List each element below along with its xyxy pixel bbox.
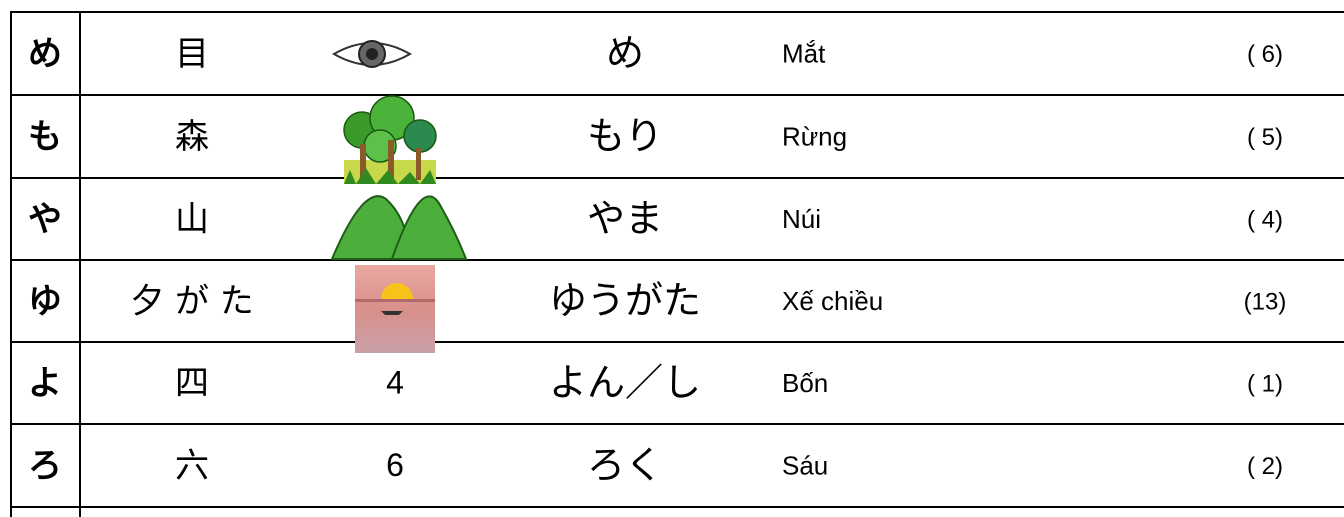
kanji-cell: 夕 が た [130,282,254,322]
reading-cell: め [606,31,644,75]
mountain-icon [330,195,468,260]
kana-cell: や [28,200,62,240]
eye-icon [332,40,412,68]
kana-cell: よ [28,364,62,404]
kanji-cell: 六 [175,446,209,486]
count-cell: ( 5) [1247,124,1283,151]
meaning-cell: Sáu [782,450,828,480]
table-rules [10,11,1344,517]
kana-cell: ろ [28,446,62,486]
count-cell: ( 2) [1247,453,1283,480]
numeral-cell: 6 [386,447,404,483]
meaning-cell: Rừng [782,121,847,151]
kana-cell: も [28,117,62,157]
kanji-cell: 山 [175,200,209,240]
kana-cell: め [28,34,62,74]
count-cell: ( 1) [1247,370,1283,397]
meaning-cell: Bốn [782,368,828,398]
meaning-cell: Xế chiều [782,286,883,316]
kanji-cell: 森 [175,117,209,157]
meaning-cell: Núi [782,204,821,234]
sunset-icon [355,265,435,353]
meaning-cell: Mắt [782,38,826,68]
reading-cell: ゆうがた [549,279,701,323]
reading-cell: もり [587,114,663,158]
numeral-cell: 4 [386,364,404,400]
count-cell: (13) [1244,288,1287,315]
reading-cell: よん／し [549,361,701,405]
reading-cell: やま [587,197,663,241]
reading-cell: ろく [587,443,663,487]
kanji-cell: 目 [175,34,209,74]
kana-cell: ゆ [28,282,62,322]
forest-icon [343,95,437,184]
kanji-cell: 四 [175,364,209,404]
count-cell: ( 6) [1247,41,1283,68]
count-cell: ( 4) [1247,206,1283,233]
